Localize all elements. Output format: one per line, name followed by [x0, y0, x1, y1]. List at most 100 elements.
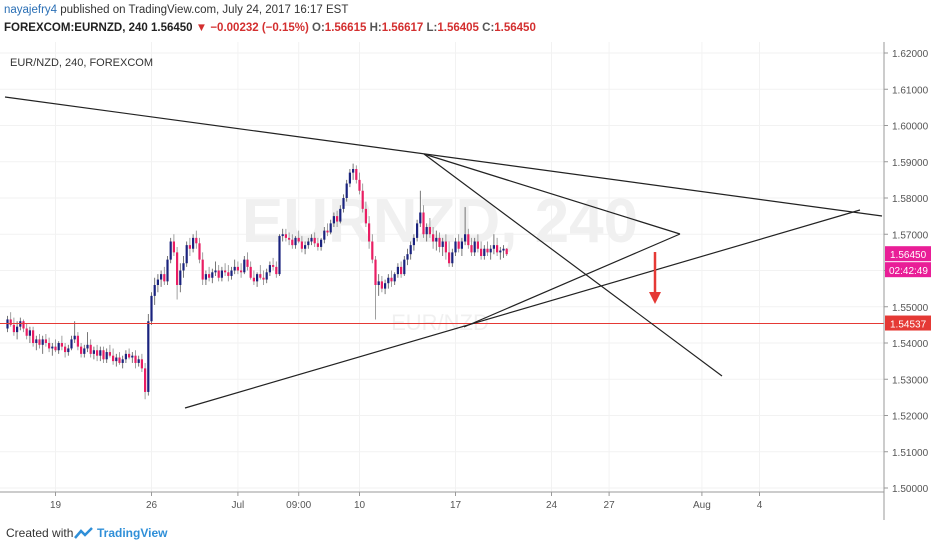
symbol-info: FOREXCOM:EURNZD, 240 1.56450 ▼ −0.00232 … — [4, 22, 536, 34]
candle-body — [51, 346, 54, 349]
candle-body — [368, 223, 371, 242]
candle-body — [422, 212, 425, 235]
countdown-label: 02:42:49 — [889, 266, 928, 277]
candle-body — [48, 343, 51, 349]
time-axis[interactable]: 19 26 Jul 09:00 10 17 24 27 Aug 4 — [0, 491, 884, 511]
candle-body — [153, 285, 156, 296]
candle-body — [249, 266, 252, 278]
candle-body — [70, 339, 73, 349]
trendline-pennant-lower[interactable] — [463, 233, 681, 328]
price-tick-label: 1.60000 — [892, 122, 929, 133]
candle-body — [240, 270, 243, 273]
candle-body — [288, 237, 291, 240]
price-change: ▼ −0.00232 (−0.15%) — [195, 22, 309, 34]
candle-body — [227, 272, 230, 276]
price-tick-label: 1.57000 — [892, 230, 929, 241]
candle-body — [355, 169, 358, 180]
candle-body — [470, 245, 473, 253]
candle-body — [224, 270, 227, 273]
price-tick-label: 1.51000 — [892, 448, 929, 459]
candle-body — [489, 248, 492, 253]
candle-body — [67, 348, 70, 353]
candle-body — [211, 272, 214, 278]
candle-body — [144, 368, 147, 392]
candle-body — [320, 239, 323, 247]
candles-group — [6, 163, 508, 400]
candle-body — [262, 277, 265, 280]
trendline-pennant-upper[interactable] — [423, 153, 681, 235]
price-tick-label: 1.58000 — [892, 194, 929, 205]
candle-body — [64, 346, 67, 353]
candle-body — [304, 245, 307, 249]
candle-body — [182, 263, 185, 271]
candle-body — [451, 252, 454, 264]
candle-body — [323, 230, 326, 240]
candle-body — [377, 281, 380, 285]
bearish-arrow-icon — [649, 292, 661, 304]
trendline-lower-long[interactable] — [184, 209, 861, 409]
candle-body — [502, 248, 505, 251]
footer: Created with TradingView — [0, 520, 932, 550]
candle-body — [352, 169, 355, 173]
trendline-descending[interactable] — [423, 153, 723, 377]
candle-body — [179, 270, 182, 285]
low-label: L: — [426, 22, 438, 34]
candle-body — [32, 330, 35, 343]
candle-body — [92, 350, 95, 354]
candle-body — [112, 355, 115, 362]
candle-body — [108, 352, 111, 356]
candle-body — [220, 270, 223, 278]
price-tick-label: 1.53000 — [892, 375, 929, 386]
candle-body — [499, 250, 502, 253]
candle-body — [230, 270, 233, 276]
candle-body — [364, 208, 367, 224]
candle-body — [416, 223, 419, 238]
candle-body — [384, 283, 387, 289]
candle-body — [121, 359, 124, 363]
candle-body — [201, 259, 204, 280]
candle-body — [473, 241, 476, 253]
candle-body — [396, 266, 399, 275]
candle-body — [60, 343, 63, 347]
candle-body — [89, 344, 92, 354]
candle-body — [188, 245, 191, 249]
candle-body — [124, 353, 127, 360]
publish-info: nayajefry4 published on TradingView.com,… — [4, 4, 348, 16]
candle-body — [480, 248, 483, 256]
candle-body — [400, 266, 403, 275]
candle-body — [454, 241, 457, 253]
trendline-upper-long[interactable] — [4, 96, 883, 217]
candle-body — [176, 252, 179, 285]
low-value: 1.56405 — [437, 22, 479, 34]
candle-body — [496, 245, 499, 253]
candle-body — [131, 355, 134, 358]
time-tick-label: 17 — [450, 500, 462, 511]
candle-body — [486, 248, 489, 253]
candle-body — [76, 335, 79, 347]
high-label: H: — [369, 22, 382, 34]
candle-body — [409, 245, 412, 255]
price-chart[interactable]: EURNZD, 240 EUR/NZD EUR/NZD, 240, FOREXC… — [0, 42, 932, 520]
author-link[interactable]: nayajefry4 — [4, 4, 58, 16]
candle-body — [310, 237, 313, 242]
tradingview-brand-link[interactable]: TradingView — [97, 526, 168, 540]
candle-body — [460, 241, 463, 249]
candle-body — [38, 339, 41, 345]
candle-body — [428, 227, 431, 235]
open-value: 1.56615 — [324, 22, 367, 34]
support-price-badge — [885, 315, 931, 331]
candle-body — [115, 357, 118, 362]
candle-body — [265, 272, 268, 280]
candle-body — [96, 350, 99, 356]
candle-body — [128, 353, 131, 358]
watermark-subtitle: EUR/NZD — [391, 310, 489, 335]
candle-body — [380, 281, 383, 289]
chart-background — [0, 42, 932, 520]
price-tick-label: 1.55000 — [892, 303, 929, 314]
candle-body — [291, 239, 294, 246]
candle-body — [166, 259, 169, 282]
candle-body — [217, 270, 220, 278]
candle-body — [336, 216, 339, 222]
price-tick-label: 1.61000 — [892, 85, 929, 96]
candle-body — [256, 274, 259, 282]
